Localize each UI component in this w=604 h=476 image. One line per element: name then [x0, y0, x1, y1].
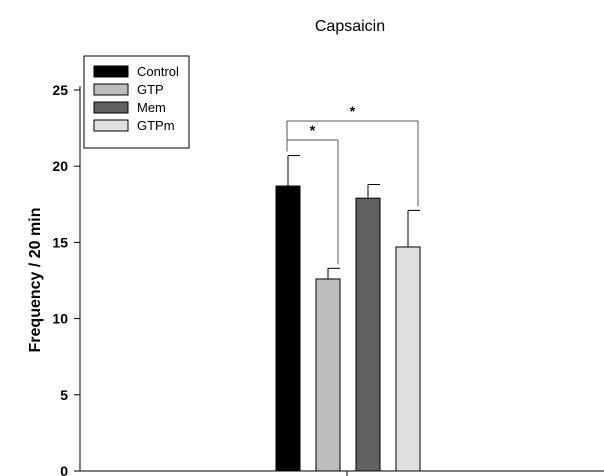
legend-swatch — [93, 119, 129, 132]
bars — [275, 155, 421, 472]
legend-label: GTP — [137, 82, 164, 97]
y-tick-label: 15 — [52, 234, 68, 250]
y-tick-label: 10 — [52, 311, 68, 327]
y-axis-label: Frequency / 20 min — [27, 208, 44, 353]
legend-label: Mem — [137, 100, 166, 115]
significance-star: * — [350, 103, 356, 119]
y-tick-label: 0 — [60, 463, 68, 476]
legend-swatch — [93, 65, 129, 78]
y-tick-label: 25 — [52, 82, 68, 98]
y-tick-label: 20 — [52, 158, 68, 174]
axes: 0 5 10 15 20 25 — [52, 82, 604, 476]
bar-gtpm — [395, 246, 421, 472]
y-tick-label: 5 — [60, 387, 68, 403]
legend-swatch — [93, 101, 129, 114]
legend-label: Control — [137, 64, 179, 79]
legend-label: GTPm — [137, 118, 175, 133]
significance-star: * — [310, 122, 316, 138]
chart-title: Capsaicin — [315, 18, 385, 35]
bar-control — [275, 185, 301, 472]
bar-gtp — [315, 278, 341, 472]
significance-brackets: ** — [286, 103, 419, 265]
legend: Control GTP Mem GTPm — [83, 55, 190, 149]
bar-mem — [355, 197, 381, 472]
legend-swatch — [93, 83, 129, 96]
